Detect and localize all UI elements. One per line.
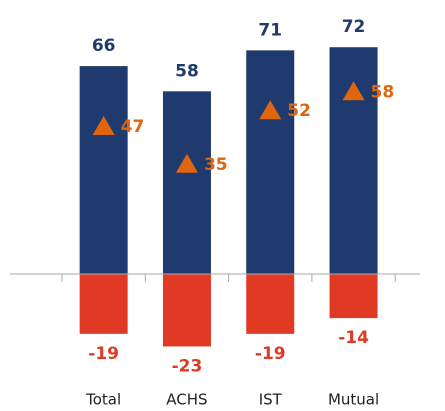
value-label: -19 [255, 344, 286, 364]
value-label: 58 [371, 82, 395, 102]
bar [162, 91, 211, 274]
value-label: 72 [342, 17, 366, 37]
bar [79, 66, 128, 274]
bar [79, 274, 128, 334]
bar [329, 274, 378, 319]
bar [329, 47, 378, 275]
marker [175, 153, 198, 173]
value-label: -14 [338, 328, 369, 348]
value-label: -19 [88, 344, 119, 364]
value-label: 66 [92, 36, 116, 56]
value-label: 35 [204, 155, 228, 175]
value-label: 71 [258, 20, 282, 40]
marker [342, 81, 365, 101]
bar [246, 274, 295, 334]
x-tick-label: Mutual [328, 391, 379, 409]
bar [246, 50, 295, 274]
x-tick-label: ACHS [166, 391, 207, 409]
bar [162, 274, 211, 347]
value-label: 58 [175, 61, 199, 81]
marker [259, 100, 282, 120]
x-tick-label: Total [85, 391, 121, 409]
marker [92, 115, 115, 135]
x-tick-label: IST [259, 391, 283, 409]
value-label: 47 [121, 117, 145, 137]
value-label: -23 [172, 356, 203, 376]
value-label: 52 [287, 101, 311, 121]
